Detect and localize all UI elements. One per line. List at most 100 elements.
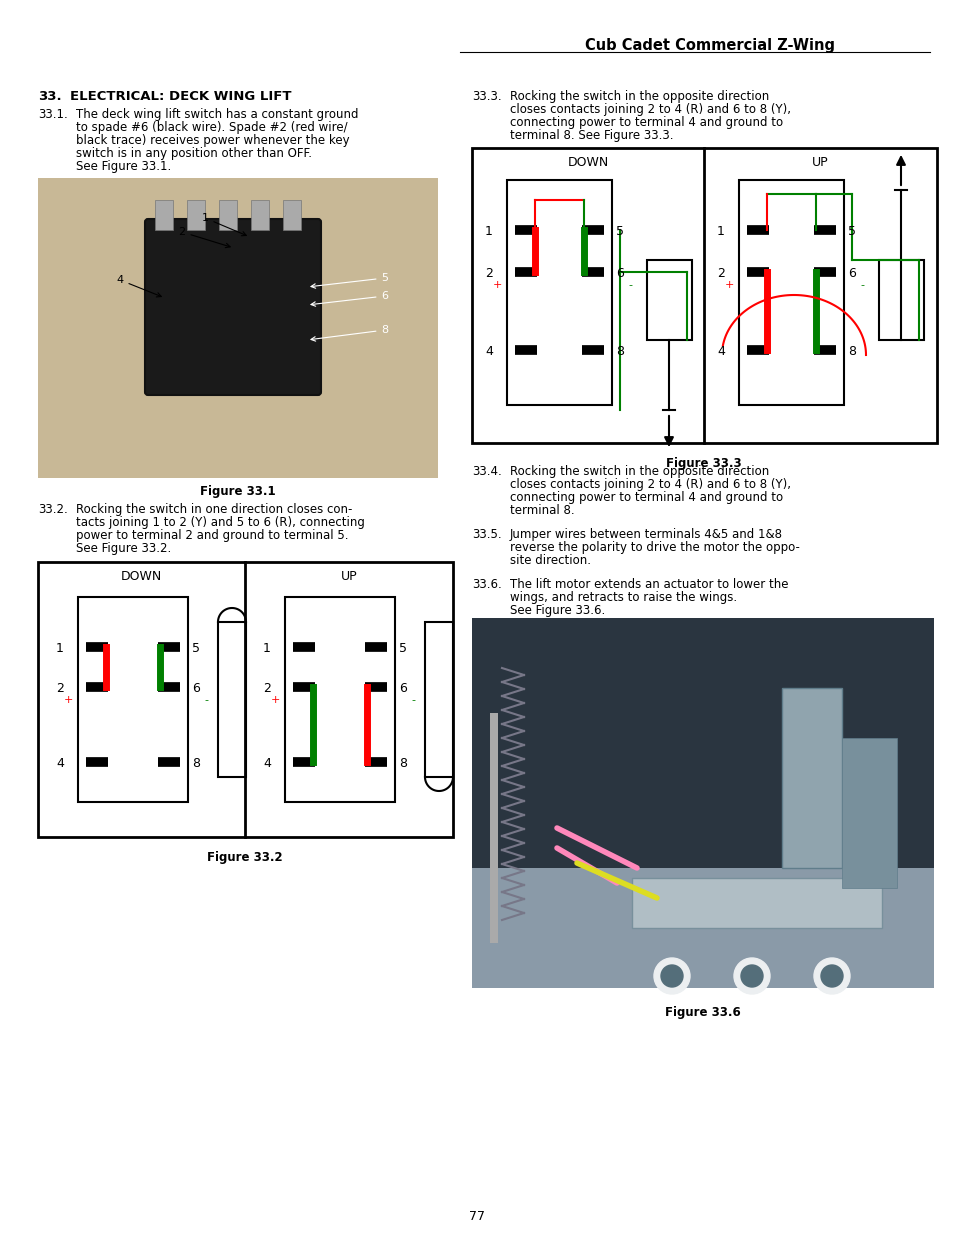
Bar — [472, 148, 936, 443]
Bar — [424, 622, 453, 777]
Text: See Figure 33.6.: See Figure 33.6. — [510, 604, 604, 618]
Bar — [38, 178, 437, 478]
Text: 5: 5 — [192, 642, 200, 655]
Text: DOWN: DOWN — [120, 571, 161, 583]
Text: Jumper wires between terminals 4&5 and 1&8: Jumper wires between terminals 4&5 and 1… — [510, 529, 782, 541]
Text: Figure 33.3: Figure 33.3 — [665, 457, 741, 471]
Text: 2: 2 — [263, 682, 271, 695]
Text: 1: 1 — [717, 225, 724, 238]
Text: connecting power to terminal 4 and ground to: connecting power to terminal 4 and groun… — [510, 116, 782, 128]
Text: 33.6.: 33.6. — [472, 578, 501, 592]
Text: 8: 8 — [398, 757, 407, 769]
Bar — [878, 261, 923, 340]
Text: connecting power to terminal 4 and ground to: connecting power to terminal 4 and groun… — [510, 492, 782, 504]
Text: 1: 1 — [484, 225, 493, 238]
Text: terminal 8.: terminal 8. — [510, 504, 574, 517]
Bar — [78, 597, 188, 802]
Circle shape — [654, 958, 689, 994]
Text: 8: 8 — [616, 345, 623, 358]
Bar — [285, 597, 395, 802]
Text: terminal 8. See Figure 33.3.: terminal 8. See Figure 33.3. — [510, 128, 673, 142]
Text: 33.5.: 33.5. — [472, 529, 501, 541]
Text: 5: 5 — [311, 273, 388, 288]
FancyBboxPatch shape — [145, 219, 320, 395]
Text: +: + — [492, 280, 501, 290]
Text: Cub Cadet Commercial Z-Wing: Cub Cadet Commercial Z-Wing — [584, 38, 834, 53]
Bar — [154, 200, 172, 230]
Text: Figure 33.6: Figure 33.6 — [664, 1007, 740, 1019]
Text: Rocking the switch in one direction closes con-: Rocking the switch in one direction clos… — [76, 503, 352, 516]
Text: The lift motor extends an actuator to lower the: The lift motor extends an actuator to lo… — [510, 578, 788, 592]
Text: 4: 4 — [56, 757, 64, 769]
Text: 6: 6 — [616, 267, 623, 280]
Text: power to terminal 2 and ground to terminal 5.: power to terminal 2 and ground to termin… — [76, 529, 348, 542]
Text: See Figure 33.2.: See Figure 33.2. — [76, 542, 172, 555]
Text: to spade #6 (black wire). Spade #2 (red wire/: to spade #6 (black wire). Spade #2 (red … — [76, 121, 347, 135]
Bar — [218, 622, 246, 777]
Text: 33.2.: 33.2. — [38, 503, 68, 516]
Text: +: + — [723, 280, 733, 290]
Text: site direction.: site direction. — [510, 555, 590, 567]
Text: Rocking the switch in the opposite direction: Rocking the switch in the opposite direc… — [510, 90, 768, 103]
Text: 5: 5 — [616, 225, 623, 238]
Bar — [646, 261, 691, 340]
Text: black trace) receives power whenever the key: black trace) receives power whenever the… — [76, 135, 349, 147]
Text: 33.4.: 33.4. — [472, 466, 501, 478]
Text: 6: 6 — [311, 291, 388, 306]
Bar — [631, 878, 882, 927]
Text: 77: 77 — [469, 1210, 484, 1223]
Text: 5: 5 — [398, 642, 407, 655]
Text: 8: 8 — [847, 345, 855, 358]
Text: 6: 6 — [192, 682, 200, 695]
Circle shape — [660, 965, 682, 987]
Text: ELECTRICAL: DECK WING LIFT: ELECTRICAL: DECK WING LIFT — [70, 90, 292, 103]
Text: -: - — [627, 280, 631, 290]
Text: 5: 5 — [847, 225, 855, 238]
Bar — [251, 200, 269, 230]
Text: closes contacts joining 2 to 4 (R) and 6 to 8 (Y),: closes contacts joining 2 to 4 (R) and 6… — [510, 103, 790, 116]
Text: +: + — [63, 695, 72, 705]
Text: -: - — [204, 695, 208, 705]
Text: -: - — [411, 695, 415, 705]
Circle shape — [733, 958, 769, 994]
Text: 2: 2 — [717, 267, 724, 280]
Bar — [781, 688, 841, 868]
Bar — [506, 180, 612, 405]
Text: -: - — [859, 280, 863, 290]
Text: wings, and retracts to raise the wings.: wings, and retracts to raise the wings. — [510, 592, 737, 604]
Text: 8: 8 — [311, 325, 388, 341]
Text: 4: 4 — [717, 345, 724, 358]
Text: 1: 1 — [56, 642, 64, 655]
Bar — [219, 200, 236, 230]
Text: 33.3.: 33.3. — [472, 90, 501, 103]
Text: 2: 2 — [56, 682, 64, 695]
Circle shape — [821, 965, 842, 987]
Text: 1: 1 — [201, 212, 246, 236]
Text: switch is in any position other than OFF.: switch is in any position other than OFF… — [76, 147, 312, 161]
Bar — [472, 868, 933, 988]
Text: DOWN: DOWN — [567, 156, 608, 169]
Text: 2: 2 — [484, 267, 493, 280]
Text: UP: UP — [811, 156, 827, 169]
Text: 33.1.: 33.1. — [38, 107, 68, 121]
Text: tacts joining 1 to 2 (Y) and 5 to 6 (R), connecting: tacts joining 1 to 2 (Y) and 5 to 6 (R),… — [76, 516, 364, 529]
Text: reverse the polarity to drive the motor the oppo-: reverse the polarity to drive the motor … — [510, 541, 799, 555]
Bar — [283, 200, 301, 230]
Text: Rocking the switch in the opposite direction: Rocking the switch in the opposite direc… — [510, 466, 768, 478]
Text: 33.: 33. — [38, 90, 62, 103]
Text: See Figure 33.1.: See Figure 33.1. — [76, 161, 172, 173]
Bar — [187, 200, 205, 230]
Bar — [739, 180, 843, 405]
Text: closes contacts joining 2 to 4 (R) and 6 to 8 (Y),: closes contacts joining 2 to 4 (R) and 6… — [510, 478, 790, 492]
Bar — [841, 739, 896, 888]
Text: 8: 8 — [192, 757, 200, 769]
Text: 6: 6 — [398, 682, 407, 695]
Text: Figure 33.2: Figure 33.2 — [207, 851, 282, 864]
Text: 4: 4 — [116, 275, 161, 296]
Text: +: + — [270, 695, 279, 705]
Text: 4: 4 — [263, 757, 271, 769]
Bar — [472, 618, 933, 988]
Text: The deck wing lift switch has a constant ground: The deck wing lift switch has a constant… — [76, 107, 358, 121]
Circle shape — [813, 958, 849, 994]
Circle shape — [740, 965, 762, 987]
